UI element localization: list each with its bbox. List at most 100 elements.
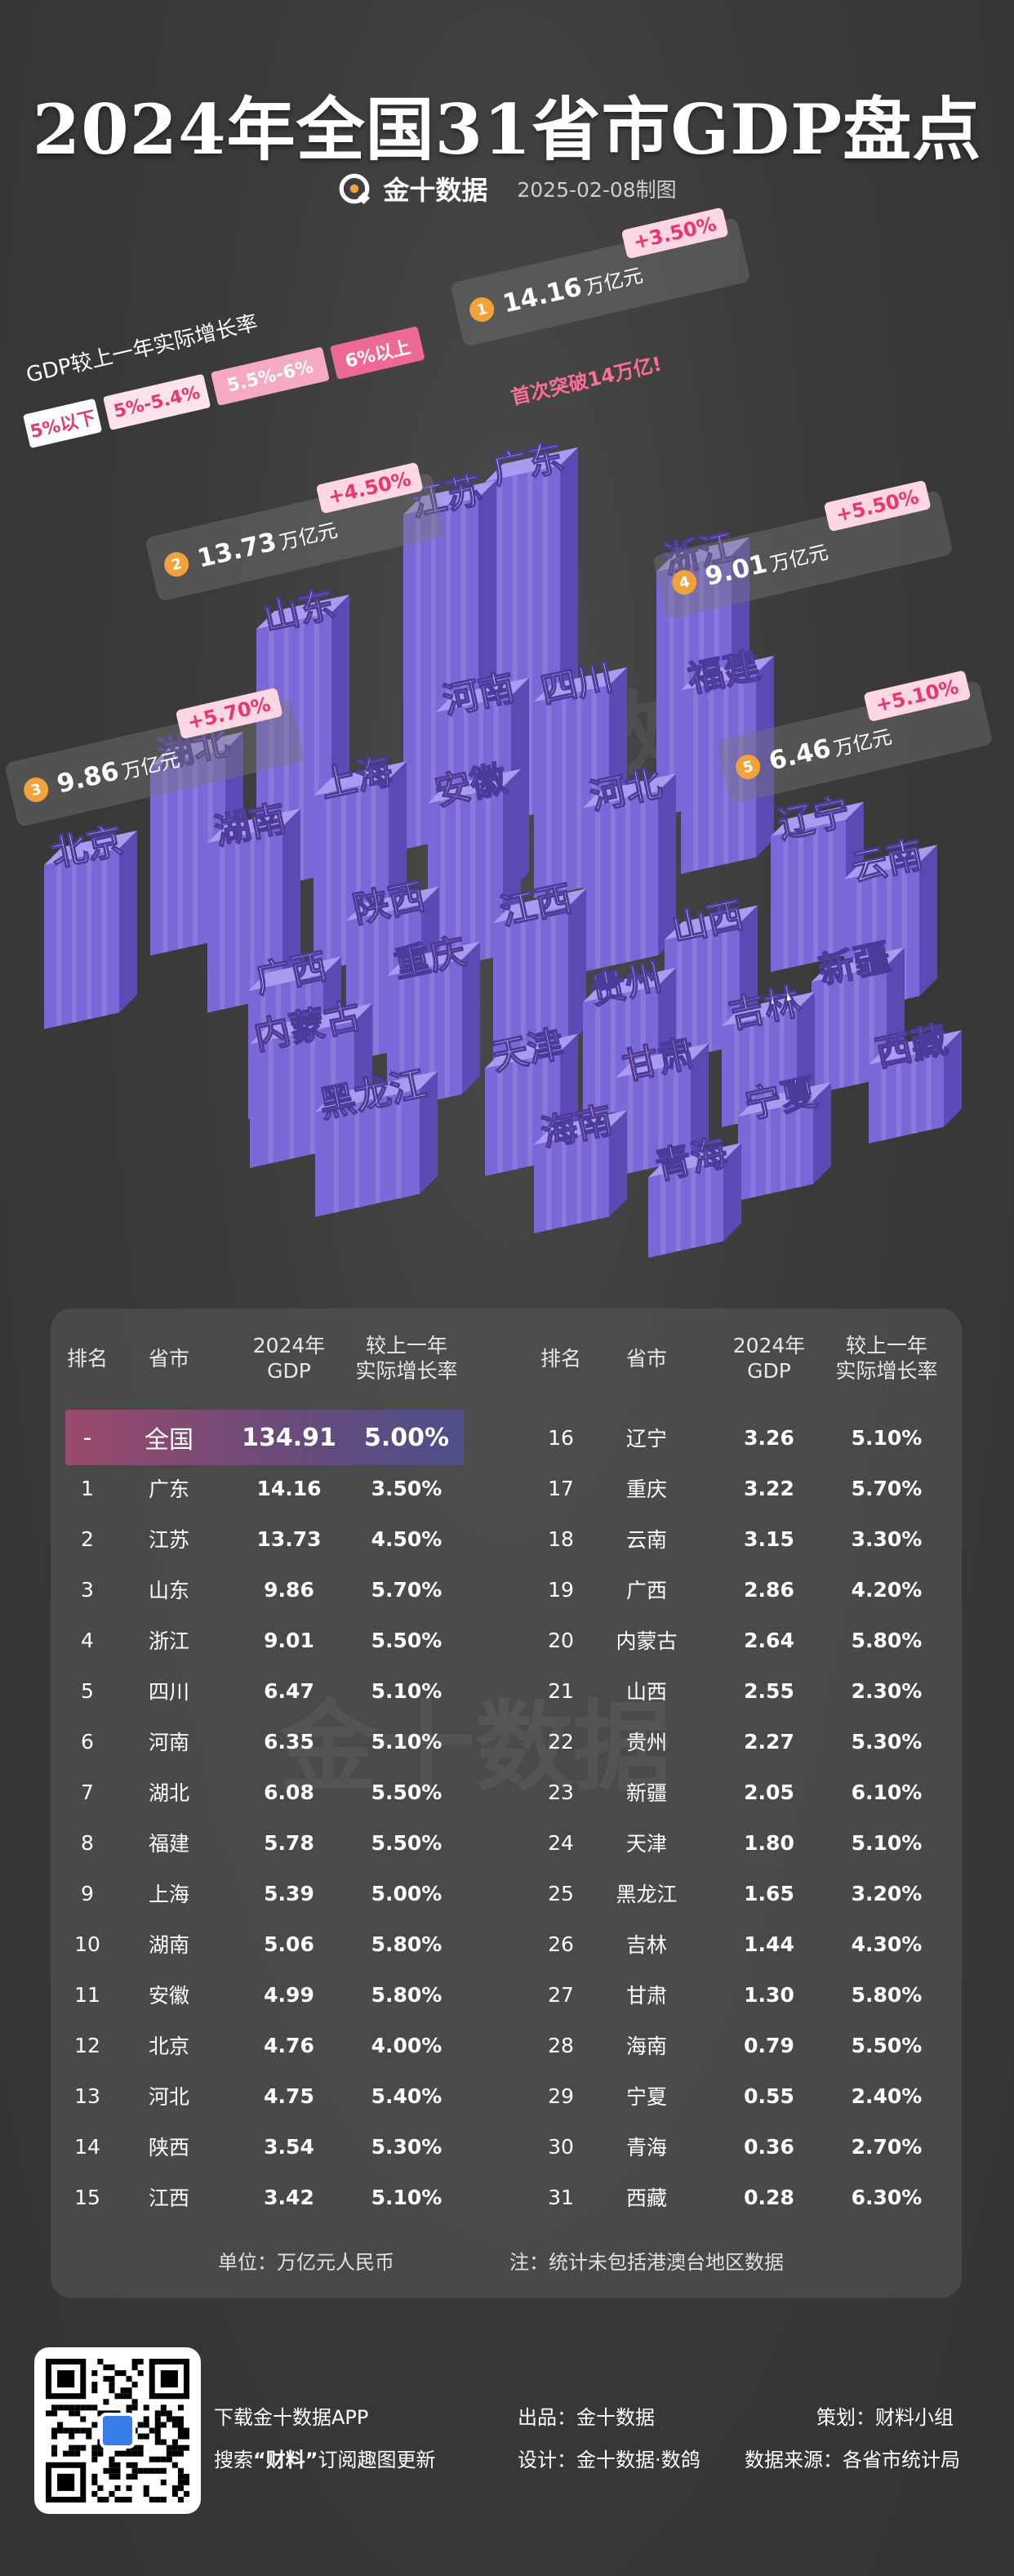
table-row: 14 陕西 3.54 5.30% xyxy=(51,2121,962,2172)
table-row: 18 云南 3.15 3.30% xyxy=(51,1513,962,1564)
table-row: 31 西藏 0.28 6.30% xyxy=(51,2172,962,2222)
cell-rank: 12 xyxy=(74,2033,100,2057)
bar-side-宁夏 xyxy=(813,1081,831,1184)
bar-top-甘肃 xyxy=(616,1043,709,1078)
footer-download: 下载金十数据APP xyxy=(214,2406,369,2429)
bar-top-浙江 xyxy=(656,537,749,573)
footer-search: 搜索“财料”订阅趣图更新 xyxy=(214,2444,436,2472)
cell-rate: 5.00% xyxy=(363,1423,450,1452)
cell-rank: 15 xyxy=(74,2185,100,2209)
cell-rate: 5.70% xyxy=(851,1476,923,1500)
th-name-left: 省市 xyxy=(148,1347,189,1370)
cell-rank: 30 xyxy=(548,2134,574,2159)
bar-top-天津 xyxy=(485,1033,578,1069)
cell-rank: 8 xyxy=(81,1830,94,1855)
footer-search-suffix: 订阅趣图更新 xyxy=(318,2449,436,2471)
bar-top-辽宁 xyxy=(771,801,864,837)
cell-name: 全国 xyxy=(145,1426,193,1455)
bar-side-甘肃 xyxy=(691,1043,709,1160)
cell-rank: 10 xyxy=(74,1932,100,1956)
page-title: 2024年全国31省市GDP盘点 xyxy=(32,89,982,170)
table-row: 5 四川 6.47 5.10% xyxy=(51,1665,962,1716)
bar-front-西藏 xyxy=(869,1048,944,1143)
cell-gdp: 9.01 xyxy=(264,1628,314,1652)
th-gdp-line2: GDP xyxy=(267,1359,311,1383)
table-row: 27 甘肃 1.30 5.80% xyxy=(51,1969,962,2020)
cell-name: 湖南 xyxy=(148,1933,189,1957)
bar-top-河北 xyxy=(583,773,676,809)
bar-top-上海 xyxy=(314,761,407,796)
cell-name: 黑龙江 xyxy=(616,1883,678,1906)
bar-宁夏: 宁夏 xyxy=(738,1071,831,1201)
th-rate-line2: 实际增长率 xyxy=(355,1359,458,1383)
cell-rank: 5 xyxy=(81,1678,94,1703)
table-row: 20 内蒙古 2.64 5.80% xyxy=(51,1615,962,1665)
th-rate-left: 较上一年 实际增长率 xyxy=(346,1333,467,1384)
cell-rate: 5.10% xyxy=(371,1729,443,1754)
bar-top-山西 xyxy=(665,905,758,940)
table-row: 1 广东 14.16 3.50% xyxy=(51,1463,962,1513)
cell-name: 山东 xyxy=(148,1579,189,1602)
bar-front-黑龙江 xyxy=(315,1089,420,1217)
cell-rank: 1 xyxy=(81,1476,94,1500)
cell-gdp: 2.64 xyxy=(744,1628,794,1652)
cell-rank: 18 xyxy=(548,1526,574,1551)
table-row: 16 辽宁 3.26 5.10% xyxy=(51,1412,962,1463)
bar-top-江苏 xyxy=(403,479,496,515)
brand-line: 金十数据 2025-02-08制图 xyxy=(0,170,1014,207)
national-row-highlight xyxy=(65,1410,464,1465)
cell-rate: 5.80% xyxy=(371,1982,443,2007)
bar-北京: 北京 xyxy=(44,819,137,1029)
cell-name: 江苏 xyxy=(148,1528,189,1552)
cell-rate: 5.00% xyxy=(371,1881,443,1905)
cell-rank: 17 xyxy=(548,1476,574,1500)
footer-planner-value: 财料小组 xyxy=(875,2406,954,2429)
cell-gdp: 2.27 xyxy=(744,1729,794,1754)
cell-rate: 3.20% xyxy=(851,1881,923,1905)
bar-front-湖北 xyxy=(150,750,225,956)
bar-front-江西 xyxy=(493,907,568,1062)
bar-front-北京 xyxy=(44,848,119,1029)
table-row: 28 海南 0.79 5.50% xyxy=(51,2020,962,2070)
cell-rate: 3.50% xyxy=(371,1476,443,1500)
table-row: 4 浙江 9.01 5.50% xyxy=(51,1615,962,1665)
bar-top-陕西 xyxy=(346,886,439,921)
qr-code[interactable] xyxy=(34,2347,201,2514)
cell-name: 江西 xyxy=(148,2186,189,2210)
cell-rate: 5.10% xyxy=(371,1678,443,1703)
th-rate-line1: 较上一年 xyxy=(845,1334,927,1357)
bar-黑龙江: 黑龙江 xyxy=(315,1063,438,1217)
bar-front-青海 xyxy=(648,1161,723,1258)
cell-gdp: 9.86 xyxy=(264,1577,314,1602)
bar-side-青海 xyxy=(723,1143,741,1241)
footer-source-label: 数据来源： xyxy=(745,2449,843,2471)
bar-青海: 青海 xyxy=(648,1131,741,1258)
callout-unit: 万亿元 xyxy=(831,724,894,760)
cell-gdp: 6.35 xyxy=(264,1729,314,1754)
cell-gdp: 5.39 xyxy=(264,1881,314,1905)
table-row: 23 新疆 2.05 6.10% xyxy=(51,1767,962,1817)
table-row: 15 江西 3.42 5.10% xyxy=(51,2172,962,2222)
bar-top-四川 xyxy=(534,666,627,702)
cell-rate: 3.30% xyxy=(851,1526,923,1551)
cell-name: 湖北 xyxy=(148,1781,189,1805)
rank-badge: 3 xyxy=(21,775,51,805)
cell-rate: 5.80% xyxy=(371,1932,443,1956)
table-row: 24 天津 1.80 5.10% xyxy=(51,1817,962,1868)
table-unit-note: 单位：万亿元人民币 xyxy=(218,2251,394,2274)
th-rate-right: 较上一年 实际增长率 xyxy=(821,1333,952,1384)
cell-rank: 23 xyxy=(548,1780,574,1804)
footer-search-prefix: 搜索 xyxy=(214,2449,253,2471)
table-row: 12 北京 4.76 4.00% xyxy=(51,2020,962,2070)
cell-rate: 5.10% xyxy=(851,1425,923,1450)
footer-producer: 出品：金十数据 xyxy=(518,2401,655,2430)
brand-name: 金十数据 xyxy=(383,175,488,206)
bar-top-青海 xyxy=(648,1143,741,1178)
cell-rate: 4.00% xyxy=(371,2033,443,2057)
th-gdp-line1: 2024年 xyxy=(732,1334,806,1357)
cell-gdp: 0.79 xyxy=(744,2033,794,2057)
cell-gdp: 14.16 xyxy=(256,1476,322,1500)
callout-gdp: 13.73 xyxy=(194,527,280,574)
bar-side-江西 xyxy=(568,889,586,1045)
cell-name: 广西 xyxy=(625,1579,667,1602)
